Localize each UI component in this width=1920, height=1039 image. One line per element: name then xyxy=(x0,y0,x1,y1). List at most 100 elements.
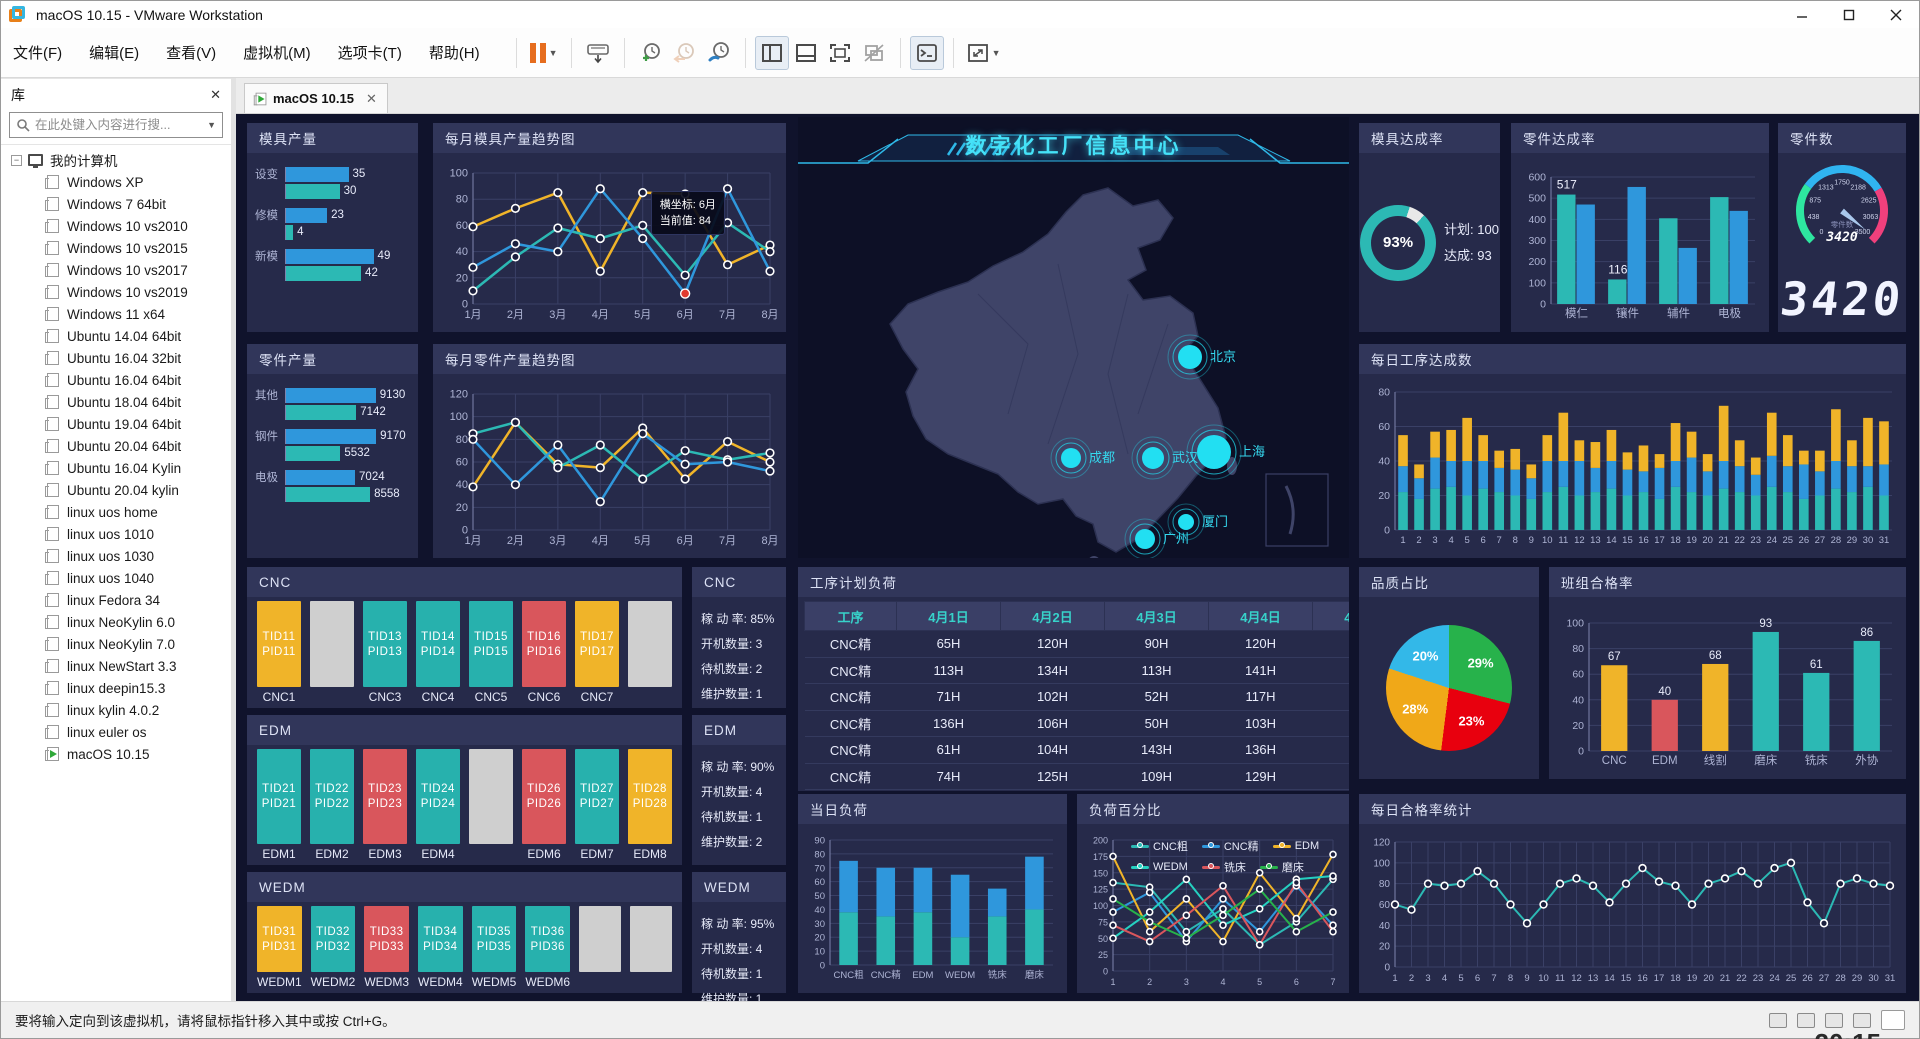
cdrom-status-icon[interactable] xyxy=(1797,1012,1815,1028)
show-library-button[interactable] xyxy=(754,35,789,70)
vm-item-12[interactable]: Ubuntu 20.04 64bit xyxy=(1,435,231,457)
machine-tile[interactable]: TID36 PID36 xyxy=(525,906,571,972)
vm-item-9[interactable]: Ubuntu 16.04 64bit xyxy=(1,369,231,391)
legend-item[interactable]: WEDM xyxy=(1131,859,1188,875)
machine-tile[interactable]: TID22 PID22 xyxy=(310,749,354,844)
tab-macos[interactable]: macOS 10.15 ✕ xyxy=(244,83,388,113)
menu-item-2[interactable]: 查看(V) xyxy=(166,45,217,62)
machine-tile[interactable]: TID32 PID32 xyxy=(310,906,356,972)
vm-item-3[interactable]: Windows 10 vs2015 xyxy=(1,237,231,259)
snapshot-manager-button[interactable] xyxy=(702,36,736,70)
vm-item-15[interactable]: linux uos home xyxy=(1,501,231,523)
machine-tile[interactable]: TID28 PID28 xyxy=(628,749,672,844)
machine-tile[interactable]: TID16 PID16 xyxy=(522,601,566,687)
vm-item-2[interactable]: Windows 10 vs2010 xyxy=(1,215,231,237)
menu-item-0[interactable]: 文件(F) xyxy=(13,45,63,62)
menu-item-1[interactable]: 编辑(E) xyxy=(89,45,140,62)
search-input[interactable] xyxy=(35,118,208,132)
machine-tile[interactable]: TID15 PID15 xyxy=(469,601,513,687)
legend-item[interactable]: EDM xyxy=(1272,838,1319,854)
svg-text:铣床: 铣床 xyxy=(988,969,1008,981)
svg-text:EDM: EDM xyxy=(1652,755,1678,767)
menu-item-5[interactable]: 帮助(H) xyxy=(428,45,480,62)
vm-item-7[interactable]: Ubuntu 14.04 64bit xyxy=(1,325,231,347)
chevron-down-icon[interactable]: ▼ xyxy=(991,47,1001,58)
bar-value-label: 7142 xyxy=(360,406,386,418)
machine-tile[interactable]: TID11 PID11 xyxy=(257,601,301,687)
machine-tile[interactable] xyxy=(630,906,672,972)
search-dropdown-icon[interactable]: ▼ xyxy=(207,120,216,130)
vm-item-8[interactable]: Ubuntu 16.04 32bit xyxy=(1,347,231,369)
vm-item-13[interactable]: Ubuntu 16.04 Kylin xyxy=(1,457,231,479)
vm-item-26[interactable]: macOS 10.15 xyxy=(1,743,231,765)
library-search[interactable]: ▼ xyxy=(9,112,223,138)
message-log-icon[interactable] xyxy=(1881,1010,1905,1030)
vm-item-16[interactable]: linux uos 1010 xyxy=(1,523,231,545)
machine-tile[interactable]: TID21 PID21 xyxy=(257,749,301,844)
tab-close-icon[interactable]: ✕ xyxy=(365,90,377,106)
machine-tile[interactable]: TID14 PID14 xyxy=(416,601,460,687)
close-button[interactable] xyxy=(1872,1,1919,28)
sound-status-icon[interactable] xyxy=(1853,1012,1871,1028)
machine-tile[interactable]: TID35 PID35 xyxy=(471,906,517,972)
svg-text:500: 500 xyxy=(1528,193,1546,205)
vm-item-22[interactable]: linux NewStart 3.3 xyxy=(1,655,231,677)
fullscreen-button[interactable] xyxy=(823,36,857,70)
collapse-icon[interactable]: − xyxy=(11,154,22,166)
machine-tile[interactable]: TID23 PID23 xyxy=(363,749,407,844)
machine-tile[interactable]: TID24 PID24 xyxy=(416,749,460,844)
vm-item-14[interactable]: Ubuntu 20.04 kylin xyxy=(1,479,231,501)
vm-item-20[interactable]: linux NeoKylin 6.0 xyxy=(1,611,231,633)
vm-item-17[interactable]: linux uos 1030 xyxy=(1,545,231,567)
machine-tile[interactable]: TID34 PID34 xyxy=(418,906,463,972)
vm-item-1[interactable]: Windows 7 64bit xyxy=(1,193,231,215)
vm-item-10[interactable]: Ubuntu 18.04 64bit xyxy=(1,391,231,413)
take-snapshot-button[interactable] xyxy=(634,36,668,70)
pause-vm-button[interactable]: ▼ xyxy=(526,36,562,70)
bar-value-label: 5532 xyxy=(344,447,370,459)
unity-mode-button[interactable] xyxy=(857,36,891,70)
vm-item-5[interactable]: Windows 10 vs2019 xyxy=(1,281,231,303)
tree-root-my-computer[interactable]: − 我的计算机 xyxy=(1,149,231,171)
menu-item-4[interactable]: 选项卡(T) xyxy=(337,45,402,62)
svg-text:300: 300 xyxy=(1528,235,1546,247)
ctrl-alt-del-button[interactable] xyxy=(581,36,615,70)
vm-item-4[interactable]: Windows 10 vs2017 xyxy=(1,259,231,281)
machine-tile[interactable]: TID13 PID13 xyxy=(363,601,407,687)
vm-item-21[interactable]: linux NeoKylin 7.0 xyxy=(1,633,231,655)
network-status-icon[interactable] xyxy=(1825,1012,1843,1028)
chevron-down-icon[interactable]: ▼ xyxy=(548,47,558,58)
console-view-button[interactable] xyxy=(909,35,944,70)
machine-tile[interactable]: TID27 PID27 xyxy=(575,749,619,844)
legend-item[interactable]: CNC粗 xyxy=(1131,838,1188,854)
legend-item[interactable]: CNC精 xyxy=(1201,838,1259,854)
revert-snapshot-button[interactable] xyxy=(668,36,702,70)
vm-item-11[interactable]: Ubuntu 19.04 64bit xyxy=(1,413,231,435)
machine-tile[interactable]: TID33 PID33 xyxy=(364,906,410,972)
fit-guest-button[interactable]: ▼ xyxy=(963,36,1005,70)
legend-item[interactable]: 铣床 xyxy=(1201,859,1246,875)
legend-item[interactable]: 磨床 xyxy=(1259,859,1304,875)
minimize-button[interactable] xyxy=(1778,1,1825,28)
machine-tile[interactable] xyxy=(310,601,354,687)
machine-tile[interactable]: TID26 PID26 xyxy=(522,749,566,844)
show-thumbnail-bar-button[interactable] xyxy=(789,36,823,70)
machine-tile[interactable]: TID17 PID17 xyxy=(575,601,619,687)
vm-item-6[interactable]: Windows 11 x64 xyxy=(1,303,231,325)
vm-item-18[interactable]: linux uos 1040 xyxy=(1,567,231,589)
vm-item-0[interactable]: Windows XP xyxy=(1,171,231,193)
vm-item-19[interactable]: linux Fedora 34 xyxy=(1,589,231,611)
vm-item-25[interactable]: linux euler os xyxy=(1,721,231,743)
svg-text:68: 68 xyxy=(1709,650,1722,662)
panel-body: TID21 PID21 EDM1 TID22 PID22 EDM2 TID23 PID23 ED… xyxy=(247,745,682,865)
machine-tile[interactable] xyxy=(579,906,622,972)
maximize-button[interactable] xyxy=(1825,1,1872,28)
harddisk-status-icon[interactable] xyxy=(1769,1012,1787,1028)
machine-tile[interactable] xyxy=(469,749,513,844)
vm-item-23[interactable]: linux deepin15.3 xyxy=(1,677,231,699)
machine-tile[interactable]: TID31 PID31 xyxy=(257,906,302,972)
vm-item-24[interactable]: linux kylin 4.0.2 xyxy=(1,699,231,721)
menu-item-3[interactable]: 虚拟机(M) xyxy=(243,45,311,62)
library-close-icon[interactable]: ✕ xyxy=(210,86,221,102)
machine-tile[interactable] xyxy=(628,601,672,687)
